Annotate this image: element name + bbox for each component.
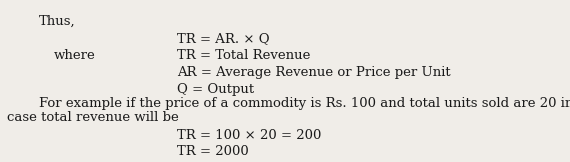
Text: TR = Total Revenue: TR = Total Revenue: [177, 49, 310, 62]
Text: TR = 100 × 20 = 200: TR = 100 × 20 = 200: [177, 129, 321, 142]
Text: TR = AR. × Q: TR = AR. × Q: [177, 32, 269, 45]
Text: For example if the price of a commodity is Rs. 100 and total units sold are 20 i: For example if the price of a commodity …: [39, 97, 570, 110]
Text: Q = Output: Q = Output: [177, 83, 254, 96]
Text: TR = 2000: TR = 2000: [177, 145, 249, 158]
Text: case total revenue will be: case total revenue will be: [7, 111, 179, 124]
Text: where: where: [54, 49, 96, 62]
Text: AR = Average Revenue or Price per Unit: AR = Average Revenue or Price per Unit: [177, 66, 450, 79]
Text: Thus,: Thus,: [39, 15, 75, 28]
